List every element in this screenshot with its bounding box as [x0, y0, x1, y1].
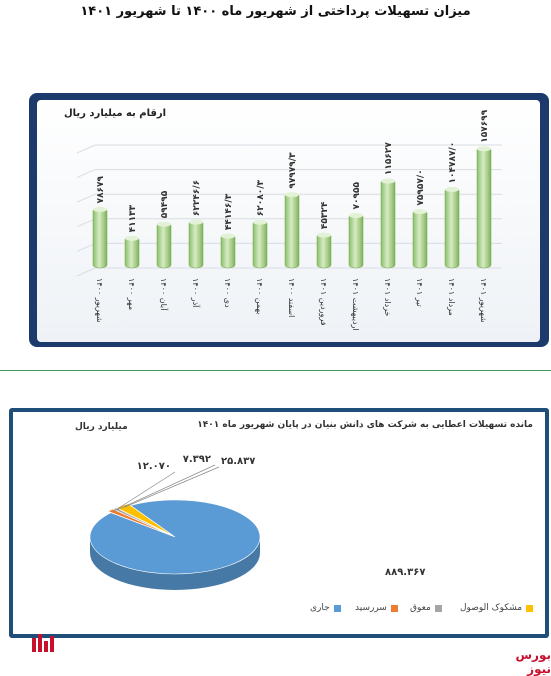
pie-slice	[89, 499, 261, 575]
legend-label: معوق	[410, 603, 431, 613]
legend-swatch	[526, 604, 534, 612]
bar	[284, 192, 300, 269]
section-divider	[0, 370, 551, 371]
bar-category-label: خرداد ۱۴۰۱	[383, 278, 392, 316]
bar	[252, 220, 268, 269]
bar-value-label: ۶۲۰۸۰/۳	[256, 180, 266, 217]
bar	[380, 178, 396, 269]
pie-chart-unit-label: میلیارد ریال	[75, 422, 128, 432]
gridline	[76, 242, 96, 252]
bar-cap	[93, 207, 107, 213]
bar-cap	[189, 219, 203, 225]
bar-cap	[253, 219, 267, 225]
pie-data-label: ۱۲.۰۷۰	[137, 461, 171, 472]
bar-cap	[157, 221, 171, 227]
bar-value-label: ۵۹۴۹۵	[160, 190, 170, 218]
bar-value-label: ۴۵۳۲۴	[320, 201, 330, 229]
bar-category-label: بهمن ۱۴۰۰	[255, 278, 264, 314]
legend-item-overdue: معوق	[410, 603, 442, 613]
legend-item-doubtful: مشکوک الوصول	[460, 603, 534, 613]
pie-chart: ۸۸۹.۳۶۷ ۱۲.۰۷۰ ۷.۳۹۲ ۲۵.۸۳۷	[89, 454, 425, 590]
legend-swatch	[390, 604, 398, 612]
bar-category-label: اسفند ۱۴۰۰	[287, 278, 296, 317]
bar-category-label: دی ۱۴۰۰	[223, 278, 232, 308]
legend-item-due: سررسید	[355, 603, 398, 613]
bar-cap	[317, 232, 331, 238]
bar-value-label: ۹۷۹۷۹/۳	[288, 152, 298, 189]
bar-category-label: شهریور ۱۴۰۰	[95, 278, 104, 323]
bar-category-label: مهر ۱۴۰۰	[127, 278, 136, 310]
bar-category-label: تیر ۱۴۰۱	[415, 278, 424, 307]
bar-chart-unit-label: ارقام به میلیارد ریال	[64, 108, 167, 119]
bar	[188, 219, 204, 269]
bar-category-label: شهریور ۱۴۰۱	[479, 278, 488, 323]
bar-cap	[349, 212, 363, 218]
gridline	[76, 169, 96, 179]
leader-line	[113, 471, 176, 512]
watermark: بورس نیوز	[515, 648, 551, 676]
bar-value-label: ۶۲۲۴۶/۶	[192, 180, 202, 216]
bar	[444, 187, 460, 269]
pie-slice-side	[90, 537, 260, 590]
legend-label: جاری	[310, 603, 330, 613]
pie-data-label: ۸۸۹.۳۶۷	[385, 567, 425, 578]
legend-swatch	[434, 604, 442, 612]
bar-cap	[413, 209, 427, 215]
pie-data-label: ۲۵.۸۳۷	[221, 456, 255, 467]
bar-chart: ۷۸۶۷۹ شهریور ۱۴۰۰ ۴۱۱۳۳ مهر ۱۴۰۰ ۵۹۴۹۵ آبان ۱…	[76, 109, 502, 331]
bar-category-label: فروردین ۱۴۰۱	[319, 278, 328, 326]
bar	[92, 207, 108, 269]
legend-item-current: جاری	[310, 603, 341, 613]
bar-category-label: آذر ۱۴۰۰	[191, 278, 201, 308]
bar-value-label: ۱۱۵۶۲۷	[384, 142, 394, 175]
bar	[220, 233, 236, 269]
bar	[348, 213, 364, 269]
pie-chart-title: مانده تسهیلات اعطایی به شرکت های دانش بن…	[197, 420, 533, 430]
bar-cap	[445, 186, 459, 192]
gridline	[76, 144, 96, 154]
gridline	[76, 267, 96, 277]
bar	[156, 222, 172, 269]
bar-category-label: آبان ۱۴۰۰	[159, 278, 169, 311]
leader-line	[124, 466, 220, 508]
bar-value-label: ۷۰۹۵۵	[352, 181, 362, 209]
bar-cap	[221, 233, 235, 239]
bar-cap	[381, 178, 395, 184]
logo-icon	[32, 634, 54, 652]
legend-swatch	[333, 604, 341, 612]
legend-label: مشکوک الوصول	[460, 603, 523, 613]
bar-cap	[285, 192, 299, 198]
page-title: میزان تسهیلات پرداختی از شهریور ماه ۱۴۰۰…	[80, 4, 471, 19]
bar-category-label: مرداد ۱۴۰۱	[447, 278, 456, 316]
bar-value-label: ۴۱۱۳۳	[128, 204, 138, 232]
bar-value-label: ۷۸۶۷۹	[96, 176, 106, 204]
pie-data-label: ۷.۳۹۲	[183, 454, 211, 465]
bar-value-label: ۱۰۴۷۸۷/۰	[448, 142, 458, 184]
bar-category-label: اردیبهشت ۱۴۰۱	[351, 278, 360, 331]
gridline	[76, 218, 96, 228]
bar-cap	[125, 235, 139, 241]
bar	[316, 232, 332, 269]
bar-value-label: ۱۵۷۶۹۹	[480, 109, 490, 142]
bar-value-label: ۷۵۹۵۷/۰	[416, 169, 426, 205]
bar	[412, 209, 428, 269]
bar	[124, 236, 140, 269]
leader-line	[117, 464, 216, 511]
legend-label: سررسید	[355, 603, 387, 613]
bar-cap	[477, 146, 491, 152]
gridline	[76, 193, 96, 203]
bar	[476, 146, 492, 269]
bar-value-label: ۴۴۱۴۶/۳	[224, 193, 234, 230]
